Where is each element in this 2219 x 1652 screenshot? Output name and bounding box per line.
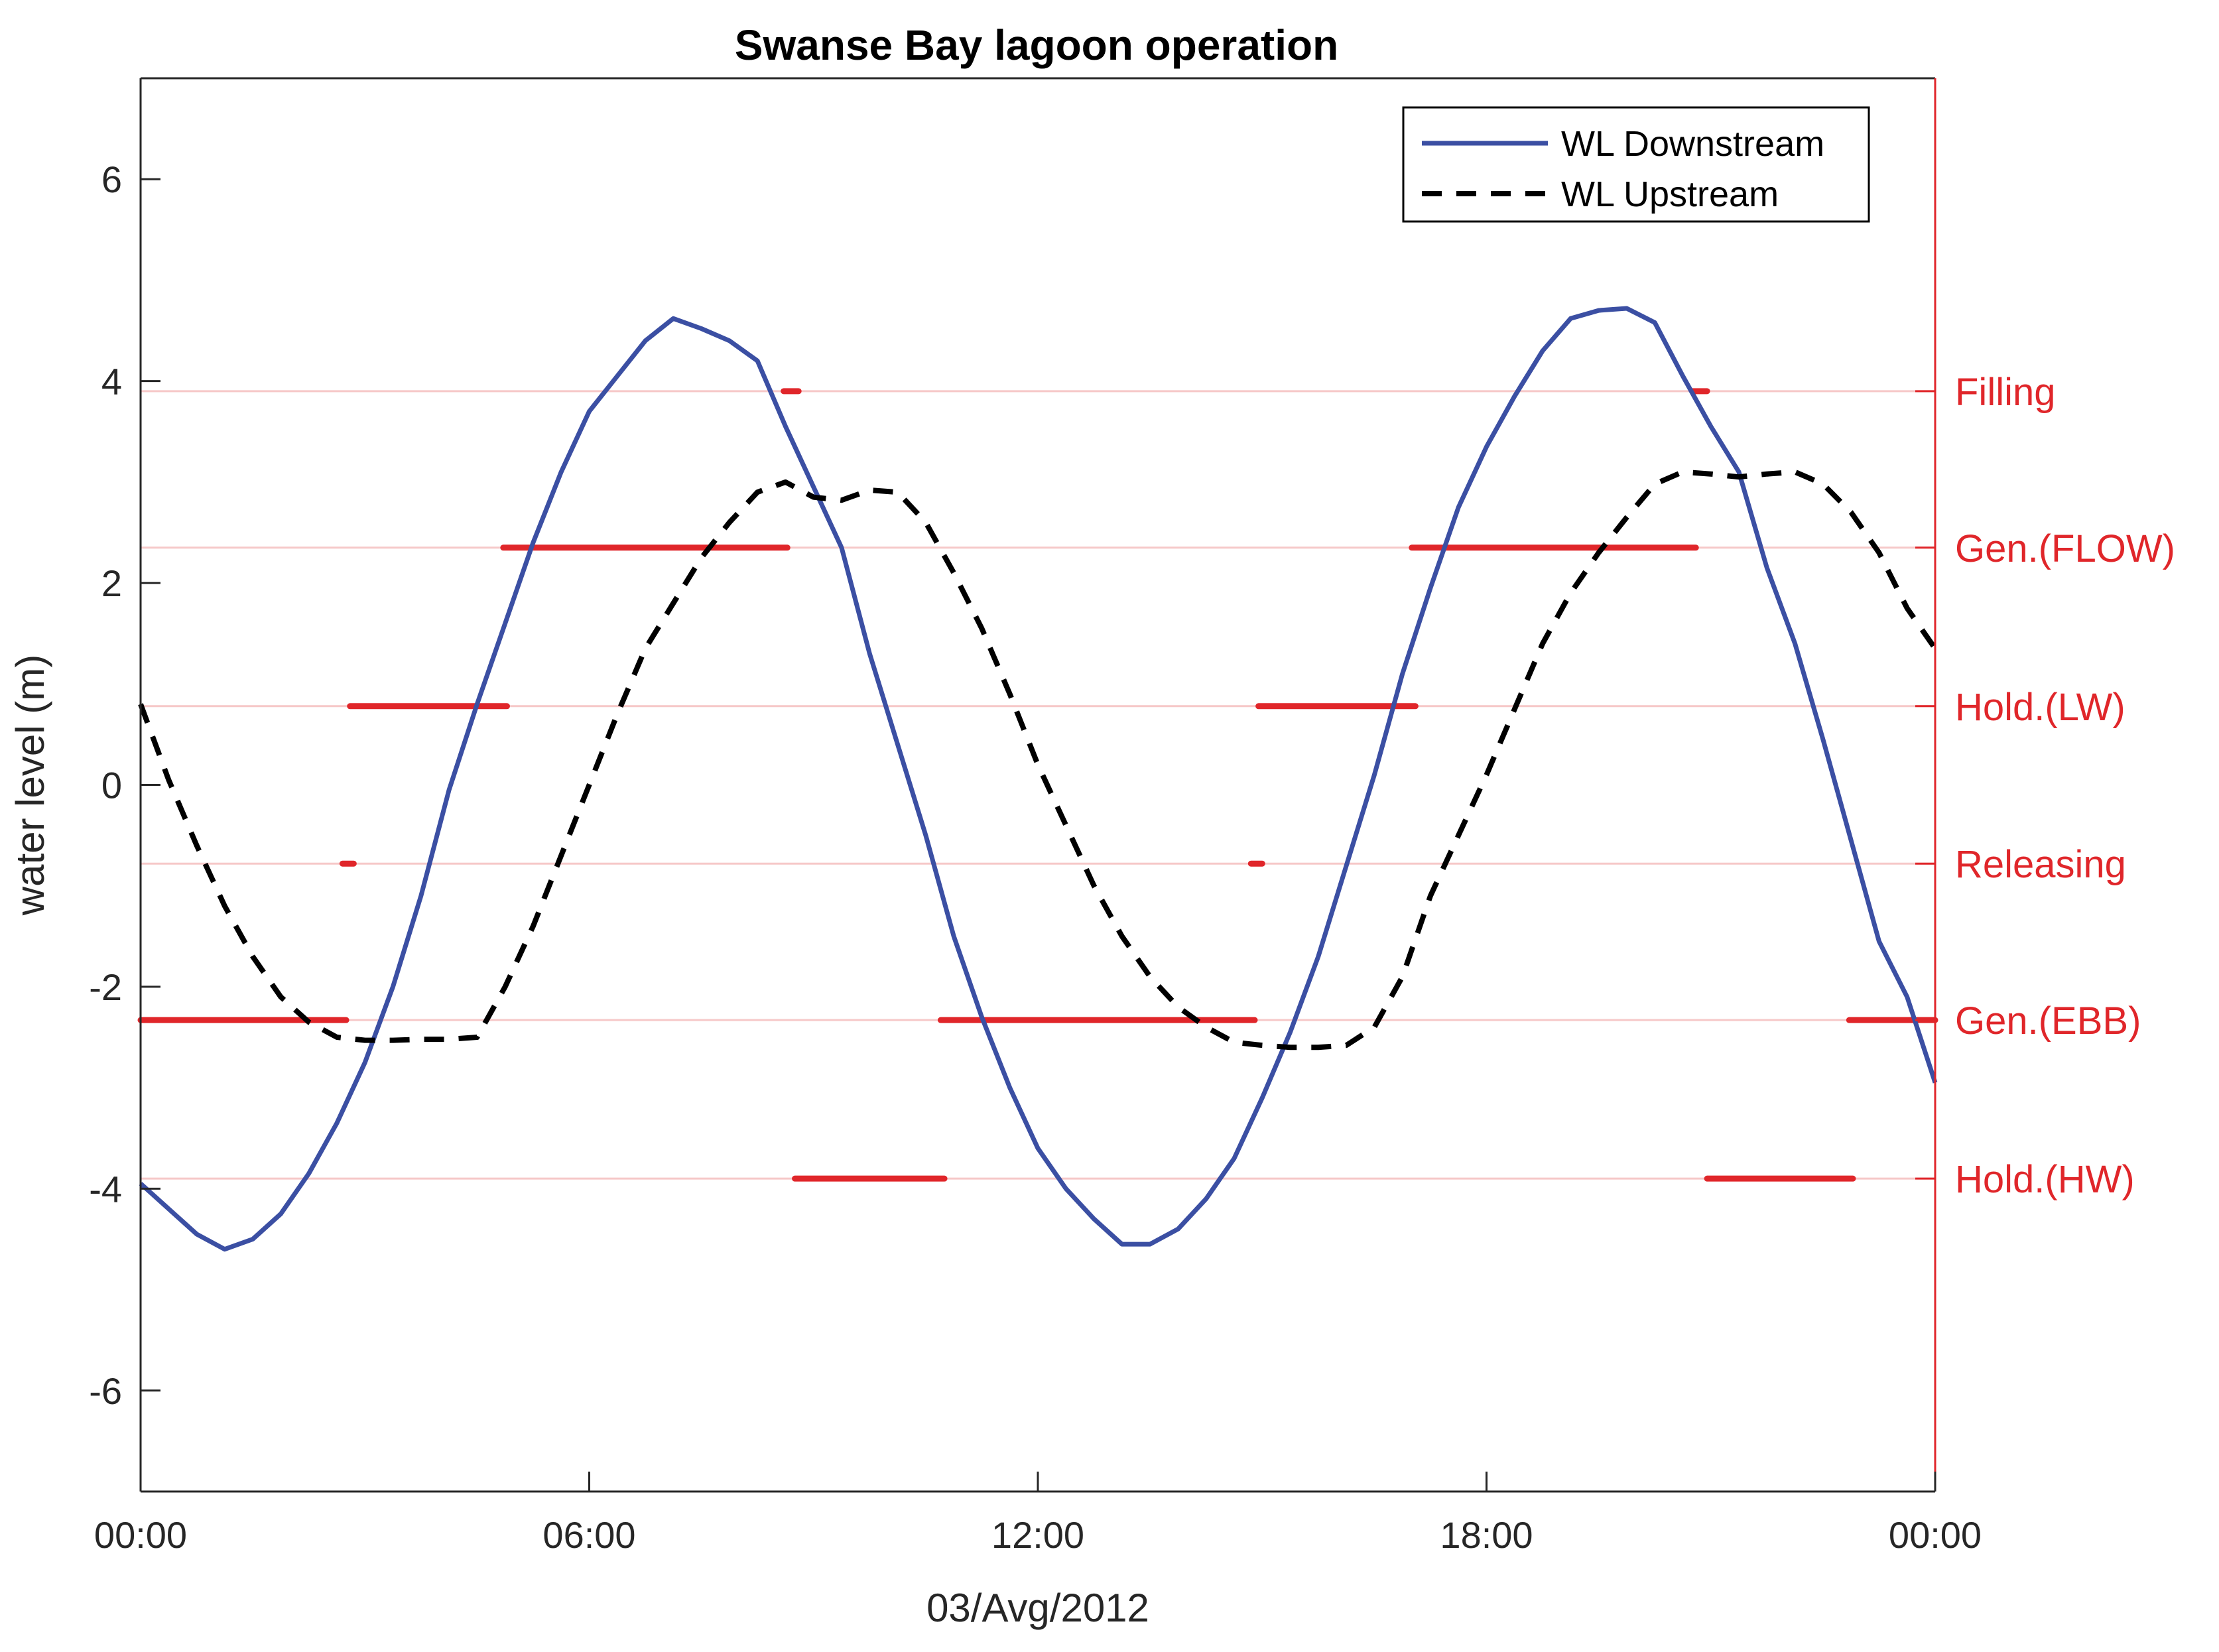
- x-tick-label: 00:00: [94, 1514, 187, 1556]
- y-tick-label: 2: [101, 562, 122, 604]
- y-tick-label: -6: [89, 1370, 122, 1412]
- state-label-hold-hw: Hold.(HW): [1955, 1158, 2135, 1201]
- state-segments: [137, 388, 1938, 1182]
- x-tick-label: 12:00: [991, 1514, 1084, 1556]
- state-label-gen-ebb: Gen.(EBB): [1955, 999, 2141, 1043]
- x-tick-label: 00:00: [1889, 1514, 1982, 1556]
- state-label-releasing: Releasing: [1955, 843, 2126, 886]
- chart-title: Swanse Bay lagoon operation: [735, 21, 1338, 69]
- y-tick-label: 0: [101, 765, 122, 806]
- x-tick-label: 18:00: [1440, 1514, 1533, 1556]
- x-axis-label: 03/Avg/2012: [926, 1586, 1149, 1630]
- state-label-hold-lw: Hold.(LW): [1955, 686, 2125, 729]
- series-line-wl-upstream: [138, 469, 1938, 1050]
- y-tick-label: -2: [89, 966, 122, 1008]
- left-y-axis: -6 -4 -2 0 2 4 6: [89, 77, 1935, 1492]
- y-axis-label: water level (m): [8, 655, 52, 916]
- legend: WL Downstream WL Upstream: [1402, 106, 1870, 223]
- state-label-filling: Filling: [1955, 371, 2056, 414]
- y-tick-label: 6: [101, 159, 122, 200]
- series-layer: [138, 306, 1938, 1252]
- state-label-gen-flow: Gen.(FLOW): [1955, 527, 2175, 570]
- legend-label-wl-downstream: WL Downstream: [1561, 124, 1824, 164]
- right-state-axis: Filling Gen.(FLOW) Hold.(LW) Releasing Gen.(…: [1915, 78, 2175, 1492]
- x-axis: 00:00 06:00 12:00 18:00 00:00: [94, 1472, 1982, 1556]
- legend-box: [1402, 106, 1870, 223]
- x-tick-label: 06:00: [542, 1514, 635, 1556]
- y-tick-label: -4: [89, 1168, 122, 1210]
- series-line-wl-downstream: [139, 306, 1938, 1252]
- legend-label-wl-upstream: WL Upstream: [1561, 174, 1779, 214]
- y-tick-label: 4: [101, 361, 122, 403]
